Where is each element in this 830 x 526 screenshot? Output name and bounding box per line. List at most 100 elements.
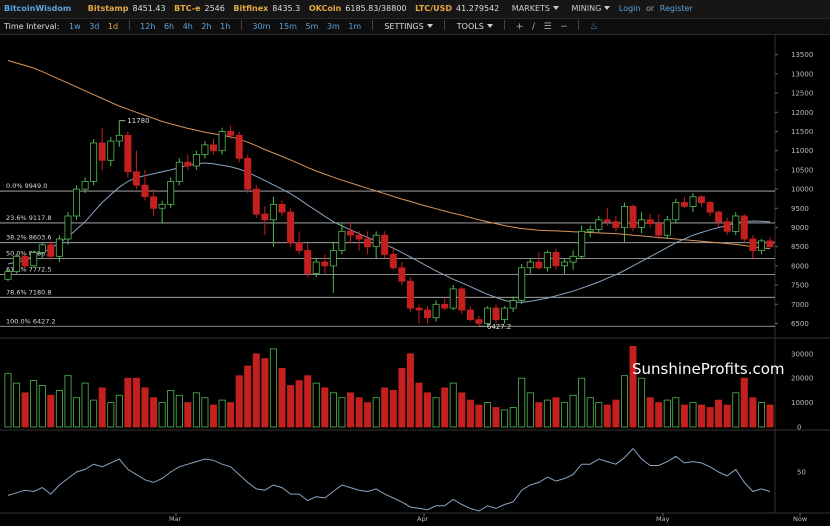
volume-bar-down xyxy=(552,397,560,428)
mining-menu[interactable]: MINING xyxy=(572,0,611,18)
volume-bar-down xyxy=(475,404,483,428)
candle-body-up xyxy=(689,196,697,207)
interval-4h[interactable]: 4h xyxy=(182,22,193,31)
volume-bar-down xyxy=(740,377,748,428)
candle xyxy=(73,185,81,220)
candle xyxy=(64,212,72,245)
candle-body-down xyxy=(629,205,637,228)
interval-6h[interactable]: 6h xyxy=(163,22,175,31)
volume-bar-up xyxy=(509,407,517,428)
interval-5m[interactable]: 5m xyxy=(305,22,319,31)
candle xyxy=(732,212,740,236)
candle-body-down xyxy=(235,134,243,159)
login-link[interactable]: Login xyxy=(618,4,641,13)
chevron-down-icon xyxy=(426,24,433,28)
chevron-down-icon xyxy=(604,6,611,10)
divider xyxy=(504,20,506,30)
date-tick-label: Apr xyxy=(417,515,429,523)
candle-body-up xyxy=(115,134,123,142)
date-tick-label: Now xyxy=(793,515,808,523)
candle-body-up xyxy=(672,202,680,221)
price-tick-label: 7000 xyxy=(791,301,809,309)
mining-menu-label: MINING xyxy=(571,4,602,13)
candle-body-down xyxy=(698,196,706,204)
candle-body-up xyxy=(449,288,457,309)
candle xyxy=(689,192,697,213)
interval-1h[interactable]: 1h xyxy=(220,22,231,31)
price-chart[interactable]: 6500 7000 7500 8000 8500 9000 9500 10000 10500 11… xyxy=(0,35,830,526)
candle xyxy=(475,315,483,327)
interval-12h[interactable]: 12h xyxy=(140,22,156,31)
candle-body-down xyxy=(150,196,158,209)
draw-icon[interactable]: ∽ xyxy=(560,22,568,32)
volume-bar-up xyxy=(329,392,337,428)
volume-bar-up xyxy=(578,377,586,428)
interval-1w[interactable]: 1w xyxy=(69,22,81,31)
candle xyxy=(278,200,286,216)
register-link[interactable]: Register xyxy=(659,4,693,13)
candle xyxy=(483,306,491,326)
candle-body-up xyxy=(175,161,183,182)
candle xyxy=(150,189,158,216)
interval-3m[interactable]: 3m xyxy=(326,22,340,31)
interval-30m[interactable]: 30m xyxy=(252,22,271,31)
line-icon[interactable]: / xyxy=(532,22,536,32)
exchange-ltcusd-name[interactable]: LTC/USD xyxy=(415,4,452,13)
volume-bar-up xyxy=(115,394,123,428)
exchange-bitstamp-name[interactable]: Bitstamp xyxy=(87,4,129,13)
fib-level-label: 23.6% 9117.8 xyxy=(6,214,51,222)
volume-bar-up xyxy=(4,372,12,428)
watermark-text: SunshineProfits.com xyxy=(632,360,785,378)
crosshair-icon[interactable]: + xyxy=(515,22,524,32)
volume-bar-down xyxy=(235,375,243,428)
volume-bar-up xyxy=(663,399,671,428)
candle xyxy=(518,263,526,305)
markets-menu[interactable]: MARKETS xyxy=(512,0,559,18)
candle-body-down xyxy=(381,234,389,255)
candle-body-down xyxy=(740,215,748,240)
volume-bar-down xyxy=(184,402,192,428)
candle-body-down xyxy=(261,213,269,221)
interval-1m[interactable]: 1m xyxy=(348,22,362,31)
candle xyxy=(432,300,440,322)
candle xyxy=(30,250,38,268)
volume-bar-up xyxy=(732,392,740,428)
interval-3d[interactable]: 3d xyxy=(89,22,100,31)
brand-logo[interactable]: BitcoinWisdom xyxy=(4,4,72,13)
interval-15m[interactable]: 15m xyxy=(278,22,297,31)
candle-body-up xyxy=(483,307,491,324)
candle xyxy=(158,200,166,224)
candle-body-up xyxy=(518,267,526,301)
volume-bar-up xyxy=(569,394,577,428)
volume-bar-up xyxy=(586,397,594,428)
settings-menu[interactable]: SETTINGS xyxy=(384,19,433,34)
volume-bar-up xyxy=(158,402,166,428)
bell-icon[interactable]: ♨ xyxy=(589,22,598,32)
candle-body-up xyxy=(578,230,586,257)
candle-body-down xyxy=(244,158,252,190)
exchange-okcoin-name[interactable]: OKCoin xyxy=(308,4,342,13)
candle xyxy=(372,231,380,259)
volume-bar-up xyxy=(595,402,603,428)
exchange-bitfinex-name[interactable]: Bitfinex xyxy=(233,4,269,13)
price-tick-label: 11000 xyxy=(791,147,813,155)
candle-body-up xyxy=(30,251,38,267)
candle xyxy=(749,235,757,259)
candle xyxy=(235,131,243,163)
menu-icon[interactable]: ☰ xyxy=(543,22,552,32)
volume-bar-down xyxy=(227,402,235,428)
time-interval-label: Time Interval: xyxy=(4,22,60,31)
price-tick-label: 8000 xyxy=(791,262,809,270)
candle xyxy=(646,214,654,228)
candle-body-down xyxy=(423,309,431,319)
volume-bar-up xyxy=(201,397,209,428)
candle xyxy=(578,225,586,259)
candle xyxy=(526,258,534,274)
tools-menu[interactable]: TOOLS xyxy=(457,19,493,34)
interval-1d[interactable]: 1d xyxy=(107,22,119,31)
candle xyxy=(4,269,12,282)
exchange-btce-name[interactable]: BTC-e xyxy=(174,4,201,13)
interval-2h[interactable]: 2h xyxy=(201,22,212,31)
volume-bar-up xyxy=(621,375,629,428)
candle xyxy=(244,154,252,193)
